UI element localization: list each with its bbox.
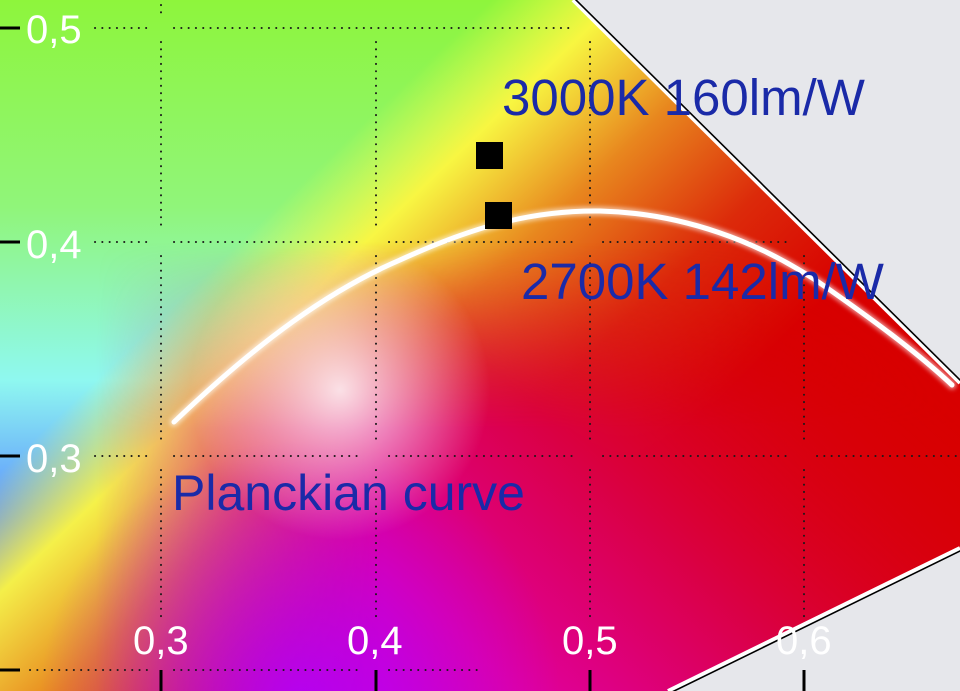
x-tick-label: 0,5 [562, 619, 618, 663]
data-point-3000k [476, 142, 503, 169]
y-tick-label: 0,4 [26, 223, 82, 267]
annotation-2700k: 2700K 142lm/W [521, 253, 884, 310]
planckian-curve [169, 206, 957, 427]
x-tick-label: 0,6 [776, 619, 832, 663]
x-tick-label: 0,3 [133, 619, 189, 663]
annotation-planckian-curve: Planckian curve [172, 465, 525, 521]
axis-ticks [0, 26, 806, 691]
data-point-2700k [485, 202, 512, 229]
grid-lines [29, 4, 960, 671]
y-tick-label: 0,5 [26, 8, 82, 52]
gamut-boundary [571, 0, 960, 691]
x-tick-label: 0,4 [347, 619, 403, 663]
annotation-3000k: 3000K 160lm/W [502, 69, 865, 126]
y-tick-label: 0,3 [26, 437, 82, 481]
